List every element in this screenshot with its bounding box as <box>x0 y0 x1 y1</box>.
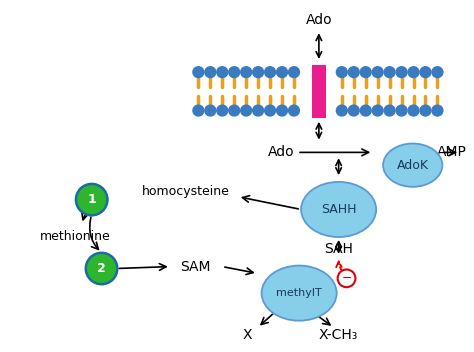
Circle shape <box>217 105 228 116</box>
Circle shape <box>241 105 252 116</box>
Circle shape <box>420 67 431 77</box>
Circle shape <box>193 67 204 77</box>
Circle shape <box>85 252 118 285</box>
Circle shape <box>348 67 359 77</box>
Circle shape <box>396 105 407 116</box>
Circle shape <box>289 105 300 116</box>
Circle shape <box>408 67 419 77</box>
Text: SAH: SAH <box>324 242 353 256</box>
Circle shape <box>277 67 287 77</box>
Circle shape <box>337 105 347 116</box>
Circle shape <box>277 105 287 116</box>
Text: 1: 1 <box>87 193 96 206</box>
Circle shape <box>360 67 371 77</box>
Circle shape <box>337 67 347 77</box>
Circle shape <box>205 105 216 116</box>
Circle shape <box>360 105 371 116</box>
Circle shape <box>408 105 419 116</box>
Text: SAHH: SAHH <box>321 203 356 216</box>
Circle shape <box>229 67 240 77</box>
Text: Ado: Ado <box>306 13 332 27</box>
Text: Ado: Ado <box>268 145 295 159</box>
Text: AMP: AMP <box>438 145 467 159</box>
Circle shape <box>396 67 407 77</box>
Circle shape <box>264 105 275 116</box>
Circle shape <box>372 105 383 116</box>
Circle shape <box>193 105 204 116</box>
Circle shape <box>432 67 443 77</box>
Circle shape <box>348 105 359 116</box>
Text: methionine: methionine <box>40 230 111 243</box>
Ellipse shape <box>262 265 337 321</box>
Text: X: X <box>243 328 253 342</box>
Circle shape <box>241 67 252 77</box>
Circle shape <box>372 67 383 77</box>
Circle shape <box>384 67 395 77</box>
Text: X-CH₃: X-CH₃ <box>319 328 358 342</box>
Circle shape <box>264 67 275 77</box>
Ellipse shape <box>301 182 376 237</box>
Circle shape <box>75 183 108 216</box>
Circle shape <box>205 67 216 77</box>
Circle shape <box>253 67 264 77</box>
Text: SAM: SAM <box>180 259 210 274</box>
Circle shape <box>384 105 395 116</box>
Text: methylT: methylT <box>276 288 322 298</box>
Text: 2: 2 <box>97 262 106 275</box>
Circle shape <box>88 255 115 282</box>
Circle shape <box>253 105 264 116</box>
Text: −: − <box>341 272 352 285</box>
Circle shape <box>289 67 300 77</box>
Text: AdoK: AdoK <box>397 159 428 172</box>
Circle shape <box>432 105 443 116</box>
Circle shape <box>229 105 240 116</box>
Bar <box>312 65 326 118</box>
Circle shape <box>78 186 106 213</box>
Circle shape <box>420 105 431 116</box>
Circle shape <box>217 67 228 77</box>
Ellipse shape <box>383 144 442 187</box>
Circle shape <box>337 270 356 287</box>
Text: homocysteine: homocysteine <box>142 185 229 198</box>
